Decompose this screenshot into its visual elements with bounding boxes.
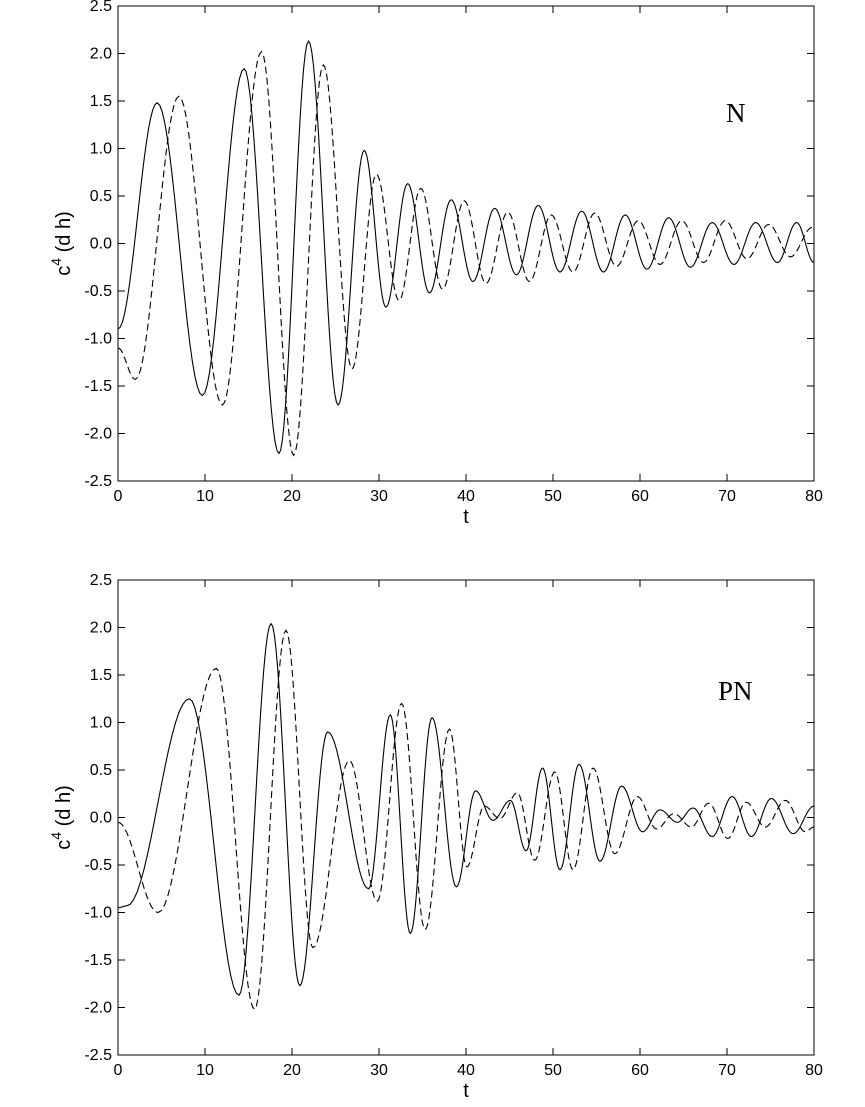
series-line-solid [117,622,815,996]
y-tick-label: -2.0 [84,426,112,443]
y-tick-label: -2.0 [84,1000,112,1017]
y-tick-label: 1.0 [90,715,112,732]
x-tick-label: 10 [196,1062,214,1079]
x-axis-label: t [463,1080,469,1102]
x-axis-label: t [463,506,469,528]
x-tick-label: 70 [718,1062,736,1079]
panel-annotation: PN [718,676,753,706]
y-tick-label: -1.5 [84,378,112,395]
y-tick-label: -0.5 [84,857,112,874]
x-tick-label: 10 [196,488,214,505]
y-tick-label: 1.0 [90,141,112,158]
y-tick-label: -2.5 [84,473,112,490]
x-tick-label: 50 [544,1062,562,1079]
y-tick-label: -0.5 [84,283,112,300]
y-tick-label: 2.0 [90,46,112,63]
series-line-dashed [117,629,815,1011]
y-tick-label: 0.5 [90,762,112,779]
panel-annotation: N [726,98,746,128]
x-tick-label: 0 [114,488,123,505]
x-tick-label: 40 [457,1062,475,1079]
x-tick-label: 60 [631,1062,649,1079]
y-tick-label: 2.5 [90,572,112,589]
x-tick-label: 40 [457,488,475,505]
y-axis-label: c4 (d h) [48,785,75,849]
plot-frame [117,579,815,1056]
x-tick-label: 20 [283,1062,301,1079]
x-tick-label: 80 [805,1062,823,1079]
x-tick-label: 60 [631,488,649,505]
y-tick-label: 0.5 [90,188,112,205]
series-line-solid [117,40,815,455]
y-tick-label: 0.0 [90,236,112,253]
x-tick-label: 30 [370,488,388,505]
chart-panel-pn: 0 10 20 30 40 50 60 70 80 -2.5 -2.0 -1.5 -1.0 -0.5 0.0… [48,572,823,1102]
x-tick-label: 80 [805,488,823,505]
y-tick-label: 1.5 [90,93,112,110]
x-tick-label: 20 [283,488,301,505]
y-tick-label: -2.5 [84,1047,112,1064]
x-tick-label: 30 [370,1062,388,1079]
x-tick-label: 70 [718,488,736,505]
y-tick-label: -1.0 [84,331,112,348]
y-tick-label: -1.5 [84,952,112,969]
y-tick-label: 0.0 [90,810,112,827]
y-tick-label: 1.5 [90,667,112,684]
y-tick-label: 2.5 [90,0,112,15]
x-tick-label: 50 [544,488,562,505]
x-tick-label: 0 [114,1062,123,1079]
chart-panel-n: 0 10 20 30 40 50 60 70 80 -2.5 -2.0 -1.5 -1.0 -0.5 0.0… [48,0,823,528]
y-axis-label: c4 (d h) [48,211,75,275]
y-tick-label: 2.0 [90,620,112,637]
series-line-dashed [117,50,813,457]
y-tick-label: -1.0 [84,905,112,922]
